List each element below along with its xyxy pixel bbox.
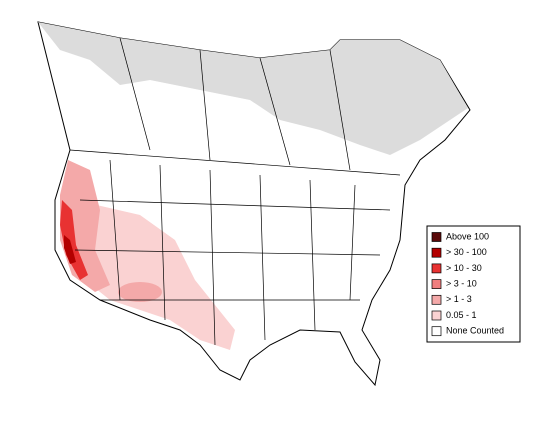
legend-label: > 30 - 100 (446, 247, 487, 257)
legend-swatch (431, 294, 442, 305)
legend-label: > 10 - 30 (446, 263, 482, 273)
border (69, 149, 401, 176)
legend-swatch (431, 263, 442, 274)
legend-swatch (431, 279, 442, 289)
legend-label: 0.05 - 1 (446, 310, 477, 320)
abundance-low (75, 200, 235, 350)
legend-box (426, 225, 521, 343)
border (74, 199, 391, 301)
legend-swatch (431, 247, 442, 258)
abundance-mid (118, 282, 162, 302)
legend-label: > 1 - 3 (446, 294, 472, 304)
legend-swatch (431, 232, 442, 242)
borders (69, 37, 401, 346)
unsurveyed-region (38, 22, 468, 155)
border (119, 37, 351, 171)
legend-label: None Counted (446, 326, 504, 336)
border (109, 159, 356, 346)
legend-label: Above 100 (446, 231, 489, 241)
abundance-top (64, 235, 76, 264)
legend-swatch (431, 326, 442, 337)
legend-label: > 3 - 10 (446, 278, 477, 288)
abundance-high (60, 200, 88, 280)
legend-swatch (431, 310, 442, 321)
legend: Above 100 > 30 - 100 > 10 - 30 > 3 - 10 > 1 … (431, 231, 504, 337)
